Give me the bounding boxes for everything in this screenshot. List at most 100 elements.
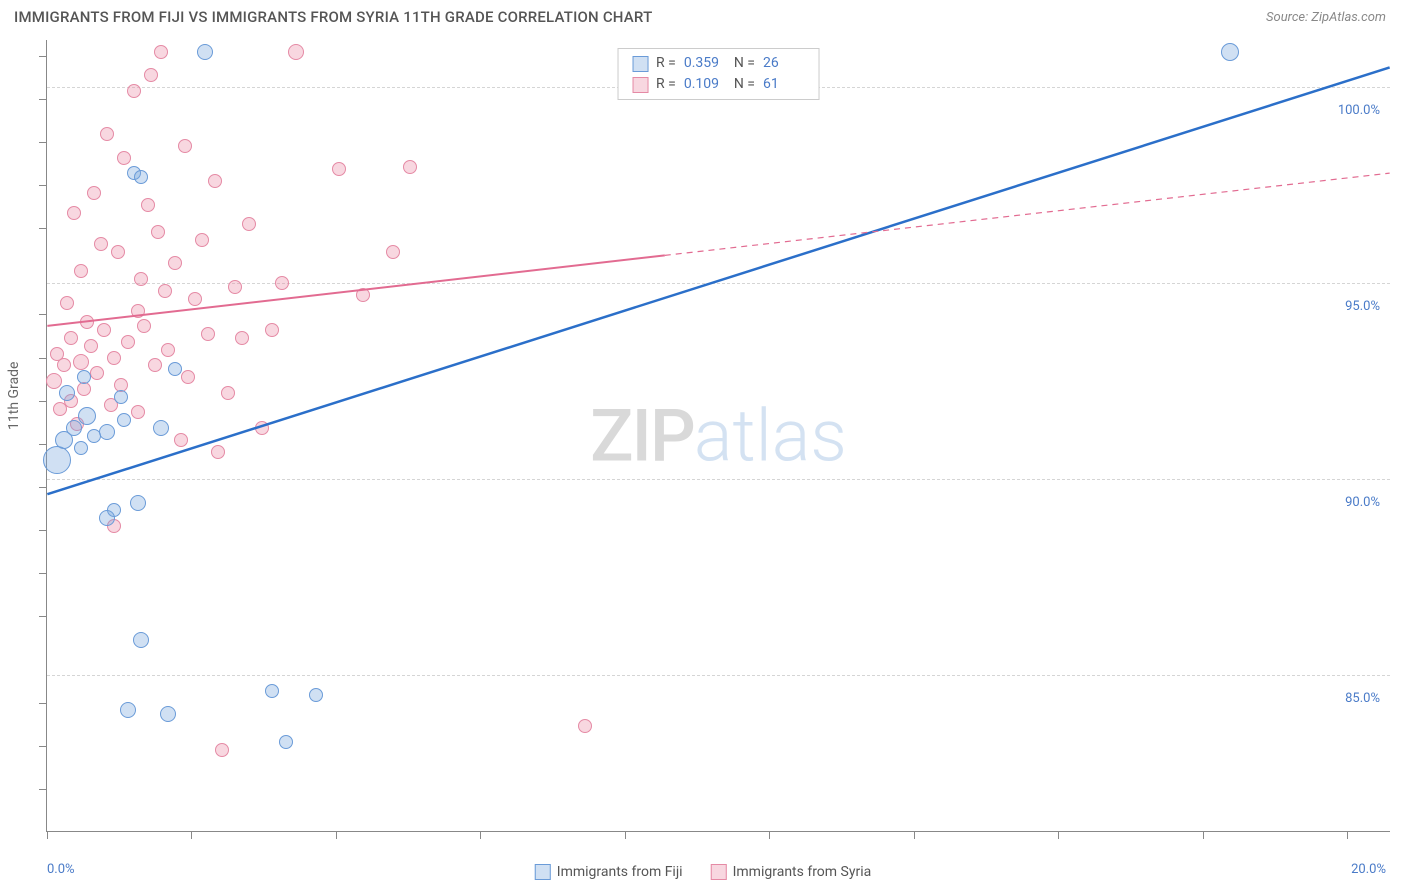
- data-point: [309, 688, 323, 702]
- series-legend: Immigrants from Fiji Immigrants from Syr…: [535, 864, 871, 880]
- y-tick: [39, 185, 47, 186]
- data-point: [100, 127, 114, 141]
- data-point: [153, 420, 169, 436]
- data-point: [67, 206, 81, 220]
- legend-row-fiji: R = 0.359 N = 26: [632, 53, 805, 74]
- syria-swatch-icon: [711, 864, 727, 880]
- data-point: [174, 433, 188, 447]
- trend-lines: [47, 40, 1390, 831]
- data-point: [195, 233, 209, 247]
- data-point: [178, 139, 192, 153]
- data-point: [265, 323, 279, 337]
- data-point: [197, 44, 213, 60]
- data-point: [275, 276, 289, 290]
- gridline: [47, 479, 1390, 480]
- data-point: [117, 413, 131, 427]
- data-point: [1221, 43, 1239, 61]
- x-tick: [1058, 831, 1059, 839]
- data-point: [97, 323, 111, 337]
- data-point: [74, 441, 88, 455]
- n-label: N =: [734, 53, 755, 74]
- fiji-swatch: [632, 56, 648, 72]
- data-point: [228, 280, 242, 294]
- x-tick-label: 0.0%: [47, 862, 75, 877]
- y-tick: [39, 228, 47, 229]
- data-point: [235, 331, 249, 345]
- x-tick: [625, 831, 626, 839]
- data-point: [208, 174, 222, 188]
- data-point: [211, 445, 225, 459]
- x-tick: [1347, 831, 1348, 839]
- data-point: [288, 44, 304, 60]
- y-tick: [39, 530, 47, 531]
- y-tick: [39, 358, 47, 359]
- x-tick: [769, 831, 770, 839]
- data-point: [117, 151, 131, 165]
- data-point: [131, 304, 145, 318]
- data-point: [215, 743, 229, 757]
- data-point: [356, 288, 370, 302]
- data-point: [168, 256, 182, 270]
- y-tick: [39, 746, 47, 747]
- data-point: [403, 160, 417, 174]
- data-point: [99, 424, 115, 440]
- y-tick-label: 90.0%: [1345, 495, 1380, 510]
- data-point: [221, 386, 235, 400]
- data-point: [57, 358, 71, 372]
- gridline: [47, 283, 1390, 284]
- x-tick: [191, 831, 192, 839]
- x-tick: [47, 831, 48, 839]
- data-point: [80, 315, 94, 329]
- data-point: [181, 370, 195, 384]
- fiji-n-value: 26: [763, 53, 805, 74]
- fiji-r-value: 0.359: [684, 53, 726, 74]
- data-point: [160, 706, 176, 722]
- data-point: [90, 366, 104, 380]
- data-point: [133, 632, 149, 648]
- data-point: [87, 186, 101, 200]
- fiji-swatch-icon: [535, 864, 551, 880]
- y-tick: [39, 444, 47, 445]
- data-point: [201, 327, 215, 341]
- data-point: [107, 351, 121, 365]
- legend-row-syria: R = 0.109 N = 61: [632, 74, 805, 95]
- data-point: [188, 292, 202, 306]
- y-tick: [39, 573, 47, 574]
- data-point: [64, 331, 78, 345]
- chart-source: Source: ZipAtlas.com: [1266, 10, 1386, 25]
- data-point: [94, 237, 108, 251]
- x-tick: [1203, 831, 1204, 839]
- data-point: [121, 335, 135, 349]
- data-point: [130, 495, 146, 511]
- watermark-zip: ZIP: [590, 393, 694, 478]
- y-tick: [39, 487, 47, 488]
- y-tick: [39, 56, 47, 57]
- x-tick: [914, 831, 915, 839]
- data-point: [66, 420, 82, 436]
- fiji-label: Immigrants from Fiji: [557, 864, 683, 880]
- data-point: [242, 217, 256, 231]
- data-point: [114, 390, 128, 404]
- r-label: R =: [656, 74, 676, 95]
- legend-item-syria: Immigrants from Syria: [711, 864, 872, 880]
- data-point: [134, 170, 148, 184]
- data-point: [141, 198, 155, 212]
- chart-header: IMMIGRANTS FROM FIJI VS IMMIGRANTS FROM …: [0, 0, 1406, 32]
- legend-item-fiji: Immigrants from Fiji: [535, 864, 683, 880]
- data-point: [120, 702, 136, 718]
- y-tick-label: 85.0%: [1345, 691, 1380, 706]
- data-point: [151, 225, 165, 239]
- data-point: [137, 319, 151, 333]
- y-tick: [39, 142, 47, 143]
- n-label: N =: [734, 74, 755, 95]
- data-point: [134, 272, 148, 286]
- syria-swatch: [632, 77, 648, 93]
- y-tick: [39, 789, 47, 790]
- data-point: [255, 421, 269, 435]
- watermark-atlas: atlas: [694, 393, 847, 478]
- data-point: [265, 684, 279, 698]
- data-point: [154, 45, 168, 59]
- data-point: [332, 162, 346, 176]
- x-tick: [336, 831, 337, 839]
- y-tick: [39, 314, 47, 315]
